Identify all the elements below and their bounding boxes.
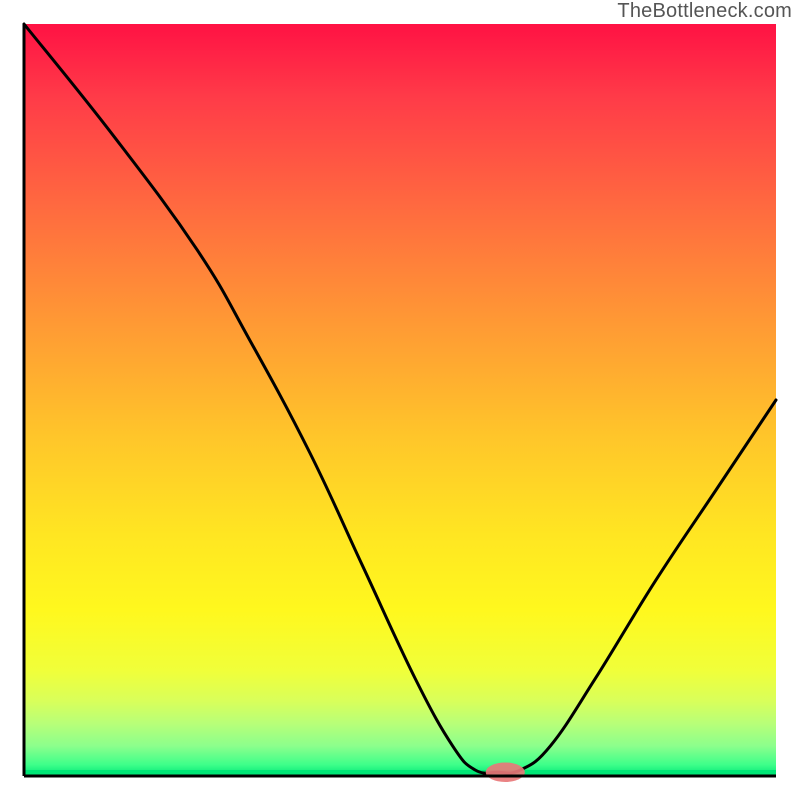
gradient-background xyxy=(24,24,776,776)
optimal-point-marker xyxy=(486,762,525,782)
watermark-text: TheBottleneck.com xyxy=(617,0,792,23)
bottleneck-chart xyxy=(0,0,800,800)
